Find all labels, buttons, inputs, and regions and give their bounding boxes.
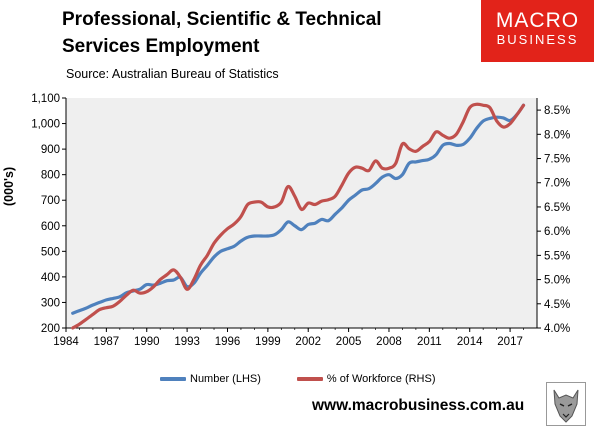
- series-lines: [71, 102, 526, 330]
- chart-title-line-1: Professional, Scientific & Technical: [62, 9, 382, 30]
- legend-label-workforce: % of Workforce (RHS): [326, 373, 436, 385]
- x-tick-label: 2008: [376, 336, 402, 348]
- wolf-logo-icon: [546, 382, 586, 426]
- y-tick-label-left: 200: [41, 323, 60, 335]
- y-tick-label-left: 300: [41, 297, 60, 309]
- x-tick-label: 2017: [497, 336, 523, 348]
- axes: 200 300 400 500 600 700 800 900 1,000 1,100 4.0% 4.…: [31, 93, 570, 348]
- logo-line-2: BUSINESS: [496, 32, 579, 47]
- y-tick-label-left: 900: [41, 144, 60, 156]
- x-tick-label: 1990: [134, 336, 160, 348]
- website-footer: www.macrobusiness.com.au: [312, 397, 525, 414]
- legend-swatch-number: [160, 377, 186, 381]
- logo-line-1: MACRO: [495, 9, 580, 32]
- y-tick-label-left: 500: [41, 246, 60, 258]
- legend: Number (LHS) % of Workforce (RHS): [160, 373, 472, 385]
- y-tick-label-right: 7.5%: [544, 154, 570, 166]
- y-tick-label-right: 5.5%: [544, 250, 570, 262]
- source-note: Source: Australian Bureau of Statistics: [66, 67, 279, 81]
- legend-item-workforce: % of Workforce (RHS): [296, 373, 436, 385]
- series-line-workforce: [71, 102, 526, 330]
- y-tick-label-left: 400: [41, 272, 60, 284]
- x-tick-label: 2005: [336, 336, 362, 348]
- legend-item-number: Number (LHS): [160, 373, 261, 385]
- x-tick-label: 2014: [457, 336, 483, 348]
- x-tick-label: 1996: [215, 336, 241, 348]
- plot-area: [66, 98, 537, 328]
- legend-swatch-workforce: [296, 377, 323, 381]
- chart-title: Professional, Scientific & Technical Ser…: [62, 6, 382, 60]
- chart-title-line-2: Services Employment: [62, 36, 260, 57]
- y-tick-label-right: 8.5%: [544, 105, 570, 117]
- y-tick-label-left: 1,000: [31, 119, 60, 131]
- series-line-number: [71, 103, 526, 315]
- y-tick-label-right: 7.0%: [544, 178, 570, 190]
- x-tick-label: 2011: [417, 336, 442, 348]
- y-tick-label-right: 4.5%: [544, 299, 570, 311]
- y-tick-label-left: 700: [41, 195, 60, 207]
- legend-label-number: Number (LHS): [190, 373, 261, 385]
- x-tick-label: 2002: [295, 336, 321, 348]
- x-tick-label: 1987: [94, 336, 120, 348]
- y-tick-label-right: 4.0%: [544, 323, 570, 335]
- macrobusiness-logo: MACRO BUSINESS: [481, 0, 594, 62]
- x-tick-label: 1993: [174, 336, 200, 348]
- y-tick-label-right: 5.0%: [544, 275, 570, 287]
- y-tick-label-right: 6.0%: [544, 226, 570, 238]
- y-tick-label-left: 1,100: [31, 93, 60, 105]
- x-tick-label: 1984: [53, 336, 79, 348]
- y-tick-label-left: 600: [41, 221, 60, 233]
- y-tick-label-right: 6.5%: [544, 202, 570, 214]
- y-tick-label-left: 800: [41, 170, 60, 182]
- x-tick-label: 1999: [255, 336, 281, 348]
- y-tick-label-right: 8.0%: [544, 129, 570, 141]
